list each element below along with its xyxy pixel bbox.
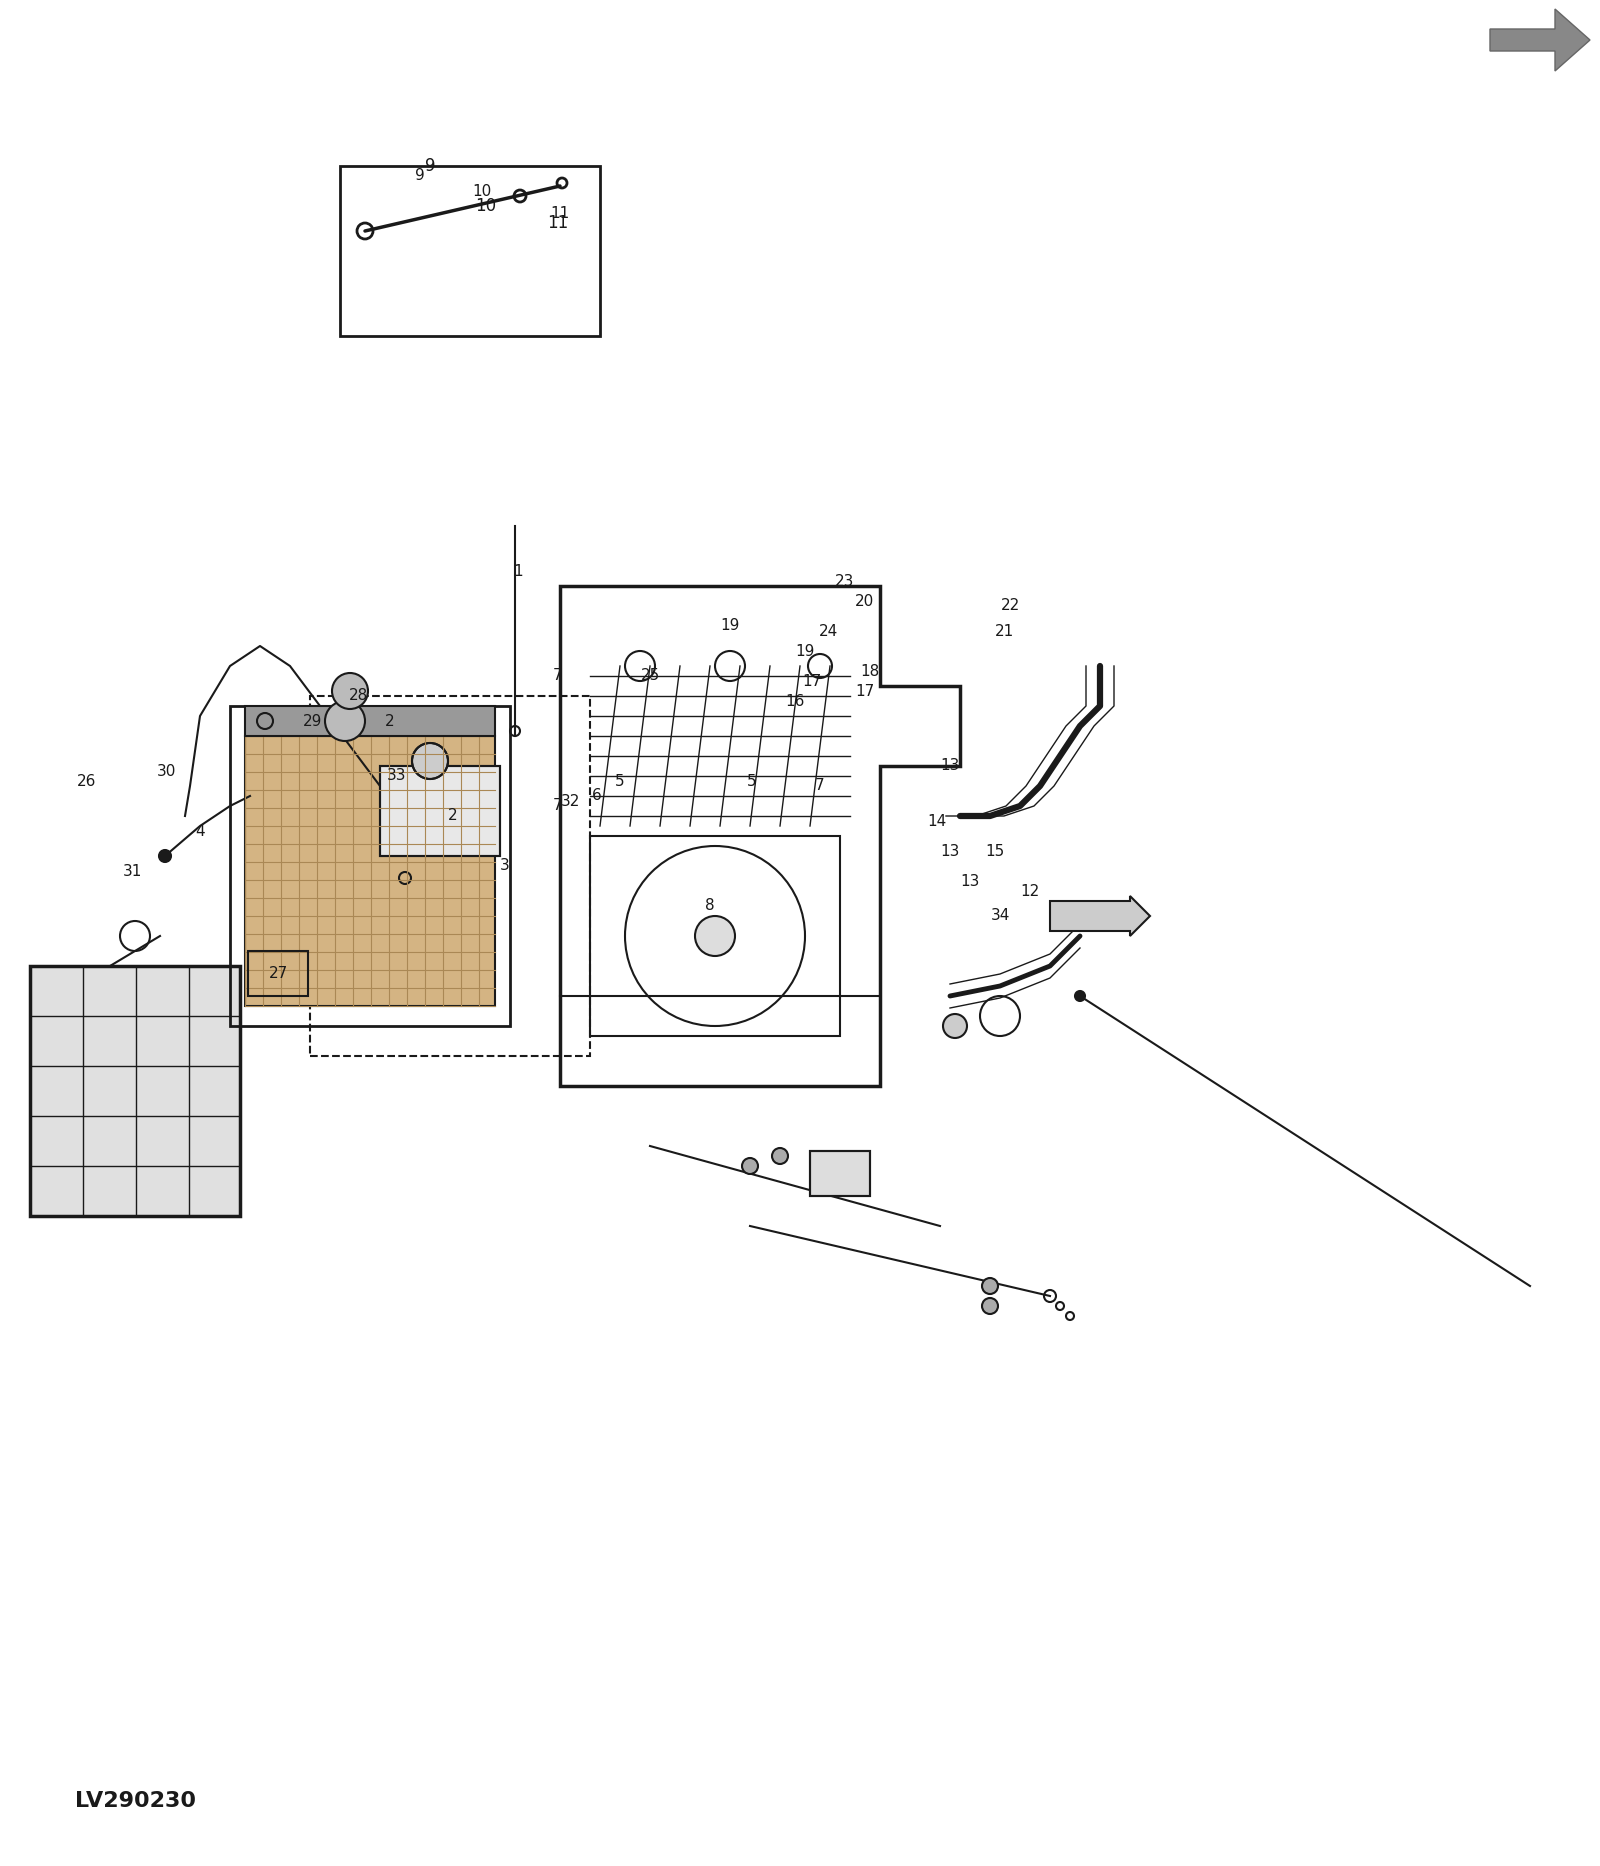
Text: 7: 7 (814, 778, 826, 793)
Circle shape (771, 1148, 787, 1164)
Text: 19: 19 (795, 644, 814, 659)
Text: 12: 12 (1021, 883, 1040, 899)
Text: 4: 4 (195, 823, 205, 838)
Bar (30, 967, 240, 1217)
Bar (245, 735, 494, 1006)
Circle shape (325, 702, 365, 741)
Text: 7: 7 (554, 668, 563, 683)
Bar (810, 1151, 870, 1196)
Text: 5: 5 (614, 774, 626, 789)
Text: 13: 13 (960, 873, 979, 888)
Text: 13: 13 (941, 758, 960, 774)
Circle shape (694, 916, 734, 955)
Text: 11: 11 (550, 207, 570, 222)
Text: 18: 18 (861, 664, 880, 679)
Text: 13: 13 (941, 843, 960, 858)
Circle shape (742, 1159, 758, 1174)
Text: 24: 24 (818, 623, 838, 638)
Text: 7: 7 (554, 799, 563, 814)
Circle shape (333, 674, 368, 709)
Bar (248, 952, 307, 996)
FancyArrow shape (1050, 896, 1150, 937)
Text: 6: 6 (592, 789, 602, 804)
Text: 15: 15 (986, 843, 1005, 858)
Text: 11: 11 (547, 215, 568, 231)
Text: 1: 1 (514, 564, 523, 578)
Bar (230, 705, 510, 1026)
Text: 34: 34 (990, 909, 1010, 924)
Text: 14: 14 (928, 814, 947, 829)
Text: 22: 22 (1000, 599, 1019, 614)
Text: 31: 31 (122, 864, 142, 879)
Text: 17: 17 (802, 674, 822, 689)
Circle shape (413, 743, 448, 778)
Text: 33: 33 (387, 769, 406, 784)
Circle shape (1075, 991, 1085, 1000)
Bar (339, 166, 600, 336)
Text: 2: 2 (448, 808, 458, 823)
Text: 21: 21 (995, 623, 1014, 638)
Circle shape (942, 1013, 966, 1037)
Text: 9: 9 (414, 168, 426, 183)
Circle shape (158, 851, 171, 862)
Text: LV290230: LV290230 (75, 1791, 195, 1812)
Circle shape (982, 1278, 998, 1293)
Bar (810, 1151, 870, 1196)
Text: 2: 2 (386, 713, 395, 728)
Bar (245, 705, 494, 735)
Text: 25: 25 (640, 668, 659, 683)
Text: 30: 30 (157, 763, 176, 778)
Bar (381, 767, 499, 856)
Text: 9: 9 (424, 157, 435, 175)
Bar (381, 767, 499, 856)
Text: 17: 17 (856, 683, 875, 698)
Text: 20: 20 (856, 593, 875, 608)
Text: 19: 19 (720, 618, 739, 633)
Text: 28: 28 (349, 689, 368, 703)
Text: 10: 10 (475, 198, 496, 215)
Text: 29: 29 (304, 713, 323, 728)
Text: 8: 8 (706, 899, 715, 914)
Text: 23: 23 (835, 573, 854, 588)
Text: 3: 3 (501, 858, 510, 873)
Text: 32: 32 (560, 793, 579, 808)
Bar (310, 696, 590, 1056)
Text: 5: 5 (747, 774, 757, 789)
Polygon shape (1490, 9, 1590, 71)
Text: 27: 27 (269, 967, 288, 982)
Bar (590, 836, 840, 1036)
Text: 10: 10 (472, 183, 491, 198)
Text: 16: 16 (786, 694, 805, 709)
Circle shape (258, 713, 274, 730)
Text: 26: 26 (77, 774, 96, 789)
Circle shape (982, 1299, 998, 1314)
